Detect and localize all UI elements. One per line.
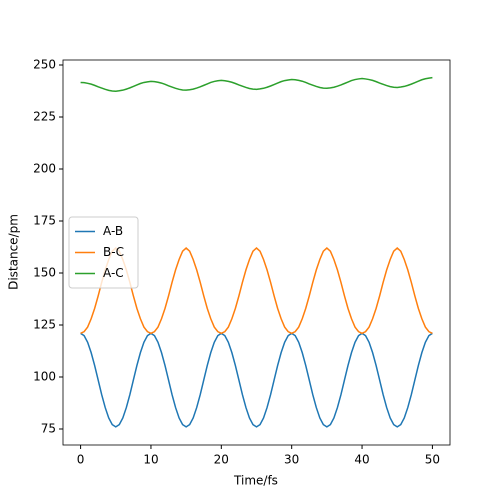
x-tick-label: 0 [77,453,85,467]
plot-frame [62,59,451,446]
y-tick-label: 125 [33,317,56,331]
legend-frame [68,216,139,289]
legend-label: A-B [103,224,123,238]
series-line [80,76,433,92]
y-axis-label: Distance/pm [7,214,21,290]
series-line [80,247,433,335]
x-tick-label: 20 [214,453,229,467]
x-axis-label: Time/fs [233,474,278,488]
series-line [80,332,433,428]
y-tick-label: 200 [33,161,56,175]
y-tick-label: 225 [33,109,56,123]
y-tick-label: 250 [33,57,56,71]
x-tick-label: 30 [284,453,299,467]
x-tick-label: 50 [425,453,440,467]
y-tick-label: 175 [33,213,56,227]
legend-label: A-C [103,266,124,280]
y-tick-label: 75 [41,421,56,435]
y-tick-label: 100 [33,369,56,383]
x-tick-label: 40 [354,453,369,467]
legend-label: B-C [103,245,124,259]
x-tick-label: 10 [143,453,158,467]
y-tick-label: 150 [33,265,56,279]
